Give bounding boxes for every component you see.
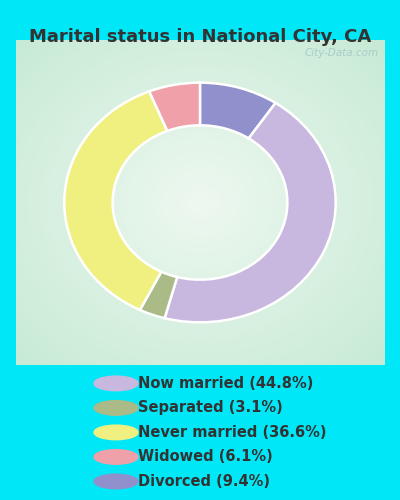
Text: Widowed (6.1%): Widowed (6.1%): [138, 450, 273, 464]
Wedge shape: [140, 272, 177, 318]
Text: Never married (36.6%): Never married (36.6%): [138, 425, 326, 440]
Text: Now married (44.8%): Now married (44.8%): [138, 376, 313, 391]
Wedge shape: [165, 103, 336, 322]
Wedge shape: [200, 82, 276, 138]
Wedge shape: [149, 82, 200, 131]
Circle shape: [94, 474, 138, 488]
Circle shape: [94, 400, 138, 415]
Text: Divorced (9.4%): Divorced (9.4%): [138, 474, 270, 489]
Wedge shape: [64, 92, 167, 310]
Text: City-Data.com: City-Data.com: [304, 48, 378, 58]
Circle shape: [94, 425, 138, 440]
Text: Marital status in National City, CA: Marital status in National City, CA: [29, 28, 371, 46]
Circle shape: [94, 450, 138, 464]
Circle shape: [94, 376, 138, 390]
Text: Separated (3.1%): Separated (3.1%): [138, 400, 283, 415]
